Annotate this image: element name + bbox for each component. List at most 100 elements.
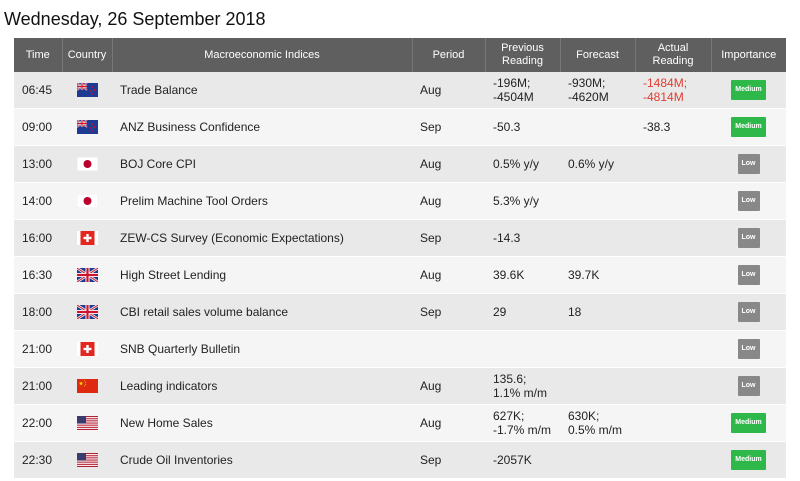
previous-line-1: -14.3	[493, 231, 521, 245]
previous-line-1: 0.5% y/y	[493, 157, 540, 171]
event-name: ANZ Business Confidence	[112, 108, 412, 146]
forecast-line-1: -930M;	[568, 76, 606, 90]
forecast-reading	[560, 108, 635, 146]
table-row[interactable]: 09:00 ANZ Business Confidence Sep -50.3 -38.…	[14, 108, 786, 146]
forecast-line-2: -4620M	[568, 90, 609, 104]
actual-reading	[635, 404, 711, 442]
event-time: 22:30	[14, 441, 62, 479]
uk-flag-icon	[76, 305, 98, 320]
event-period: Aug	[412, 145, 485, 183]
table-header-row: Time Country Macroeconomic Indices Perio…	[14, 38, 786, 72]
actual-reading: -1484M; -4814M	[635, 72, 711, 109]
jp-flag-icon	[76, 157, 98, 172]
importance-cell: Medium	[711, 72, 786, 109]
actual-reading	[635, 182, 711, 220]
importance-badge: Medium	[731, 413, 766, 433]
forecast-reading	[560, 441, 635, 479]
table-row[interactable]: 21:00 Leading indicators Aug 135.6; 1.1% m/m…	[14, 367, 786, 405]
previous-line-1: 39.6K	[493, 268, 525, 282]
country-cell	[62, 145, 112, 183]
importance-badge: Medium	[731, 80, 766, 100]
table-row[interactable]: 06:45 Trade Balance Aug -196M; -4504M -930M; -…	[14, 72, 786, 109]
forecast-reading	[560, 219, 635, 257]
event-name: ZEW-CS Survey (Economic Expectations)	[112, 219, 412, 257]
actual-reading	[635, 330, 711, 368]
jp-flag-icon	[76, 194, 98, 209]
event-time: 22:00	[14, 404, 62, 442]
previous-reading: 0.5% y/y	[485, 145, 560, 183]
event-time: 21:00	[14, 330, 62, 368]
previous-line-2: -1.7% m/m	[493, 423, 552, 437]
table-row[interactable]: 14:00 Prelim Machine Tool Orders Aug 5.3% y…	[14, 182, 786, 220]
country-cell	[62, 219, 112, 257]
forecast-line-1: 630K;	[568, 409, 600, 423]
cn-flag-icon	[76, 379, 98, 394]
importance-cell: Low	[711, 182, 786, 220]
table-row[interactable]: 16:30 High Street Lending Aug 39.6K 39.7K Low	[14, 256, 786, 294]
forecast-reading: 18	[560, 293, 635, 331]
importance-cell: Low	[711, 293, 786, 331]
event-time: 18:00	[14, 293, 62, 331]
table-row[interactable]: 22:30 Crude Oil Inventories Sep -2057K Mediu…	[14, 441, 786, 479]
country-cell	[62, 367, 112, 405]
event-name: Prelim Machine Tool Orders	[112, 182, 412, 220]
nz-flag-icon	[76, 120, 98, 135]
column-header-forecast[interactable]: Forecast	[560, 38, 636, 72]
table-row[interactable]: 22:00 New Home Sales Aug 627K; -1.7% m/m 630K…	[14, 404, 786, 442]
forecast-reading: -930M; -4620M	[560, 72, 635, 109]
event-time: 16:00	[14, 219, 62, 257]
event-time: 13:00	[14, 145, 62, 183]
importance-badge: Low	[737, 154, 760, 174]
us-flag-icon	[76, 453, 98, 468]
table-row[interactable]: 21:00 SNB Quarterly Bulletin Low	[14, 330, 786, 368]
event-time: 09:00	[14, 108, 62, 146]
column-header-actual[interactable]: Actual Reading	[635, 38, 712, 72]
event-name: New Home Sales	[112, 404, 412, 442]
uk-flag-icon	[76, 268, 98, 283]
importance-cell: Medium	[711, 441, 786, 479]
event-period	[412, 330, 485, 368]
event-name: Trade Balance	[112, 72, 412, 109]
column-header-importance[interactable]: Importance	[711, 38, 786, 72]
forecast-line-1: 39.7K	[568, 268, 600, 282]
country-cell	[62, 293, 112, 331]
column-header-period[interactable]: Period	[412, 38, 486, 72]
column-header-time[interactable]: Time	[14, 38, 63, 72]
event-period: Sep	[412, 108, 485, 146]
event-time: 14:00	[14, 182, 62, 220]
column-header-indices[interactable]: Macroeconomic Indices	[112, 38, 413, 72]
event-period: Sep	[412, 293, 485, 331]
table-row[interactable]: 16:00 ZEW-CS Survey (Economic Expectation…	[14, 219, 786, 257]
column-header-previous[interactable]: Previous Reading	[485, 38, 561, 72]
actual-reading	[635, 256, 711, 294]
importance-badge: Low	[737, 339, 760, 359]
column-header-country[interactable]: Country	[62, 38, 113, 72]
importance-cell: Low	[711, 330, 786, 368]
previous-line-2: 1.1% m/m	[493, 386, 548, 400]
ch-flag-icon	[76, 231, 98, 246]
event-period: Aug	[412, 367, 485, 405]
previous-line-1: -2057K	[493, 453, 532, 467]
previous-reading: 5.3% y/y	[485, 182, 560, 220]
event-period: Aug	[412, 72, 485, 109]
forecast-line-2: 0.5% m/m	[568, 423, 623, 437]
country-cell	[62, 330, 112, 368]
importance-badge: Low	[737, 191, 760, 211]
country-cell	[62, 72, 112, 109]
event-name: SNB Quarterly Bulletin	[112, 330, 412, 368]
event-name: BOJ Core CPI	[112, 145, 412, 183]
event-period: Aug	[412, 404, 485, 442]
table-row[interactable]: 18:00 CBI retail sales volume balance Sep 2…	[14, 293, 786, 331]
forecast-reading	[560, 367, 635, 405]
actual-reading	[635, 219, 711, 257]
importance-cell: Low	[711, 219, 786, 257]
previous-line-1: -50.3	[493, 120, 521, 134]
previous-line-1: 135.6;	[493, 372, 527, 386]
event-time: 06:45	[14, 72, 62, 109]
event-period: Sep	[412, 219, 485, 257]
event-time: 16:30	[14, 256, 62, 294]
previous-reading: -196M; -4504M	[485, 72, 560, 109]
forecast-reading: 630K; 0.5% m/m	[560, 404, 635, 442]
table-row[interactable]: 13:00 BOJ Core CPI Aug 0.5% y/y 0.6% y/y Low	[14, 145, 786, 183]
forecast-line-1: 0.6% y/y	[568, 157, 615, 171]
